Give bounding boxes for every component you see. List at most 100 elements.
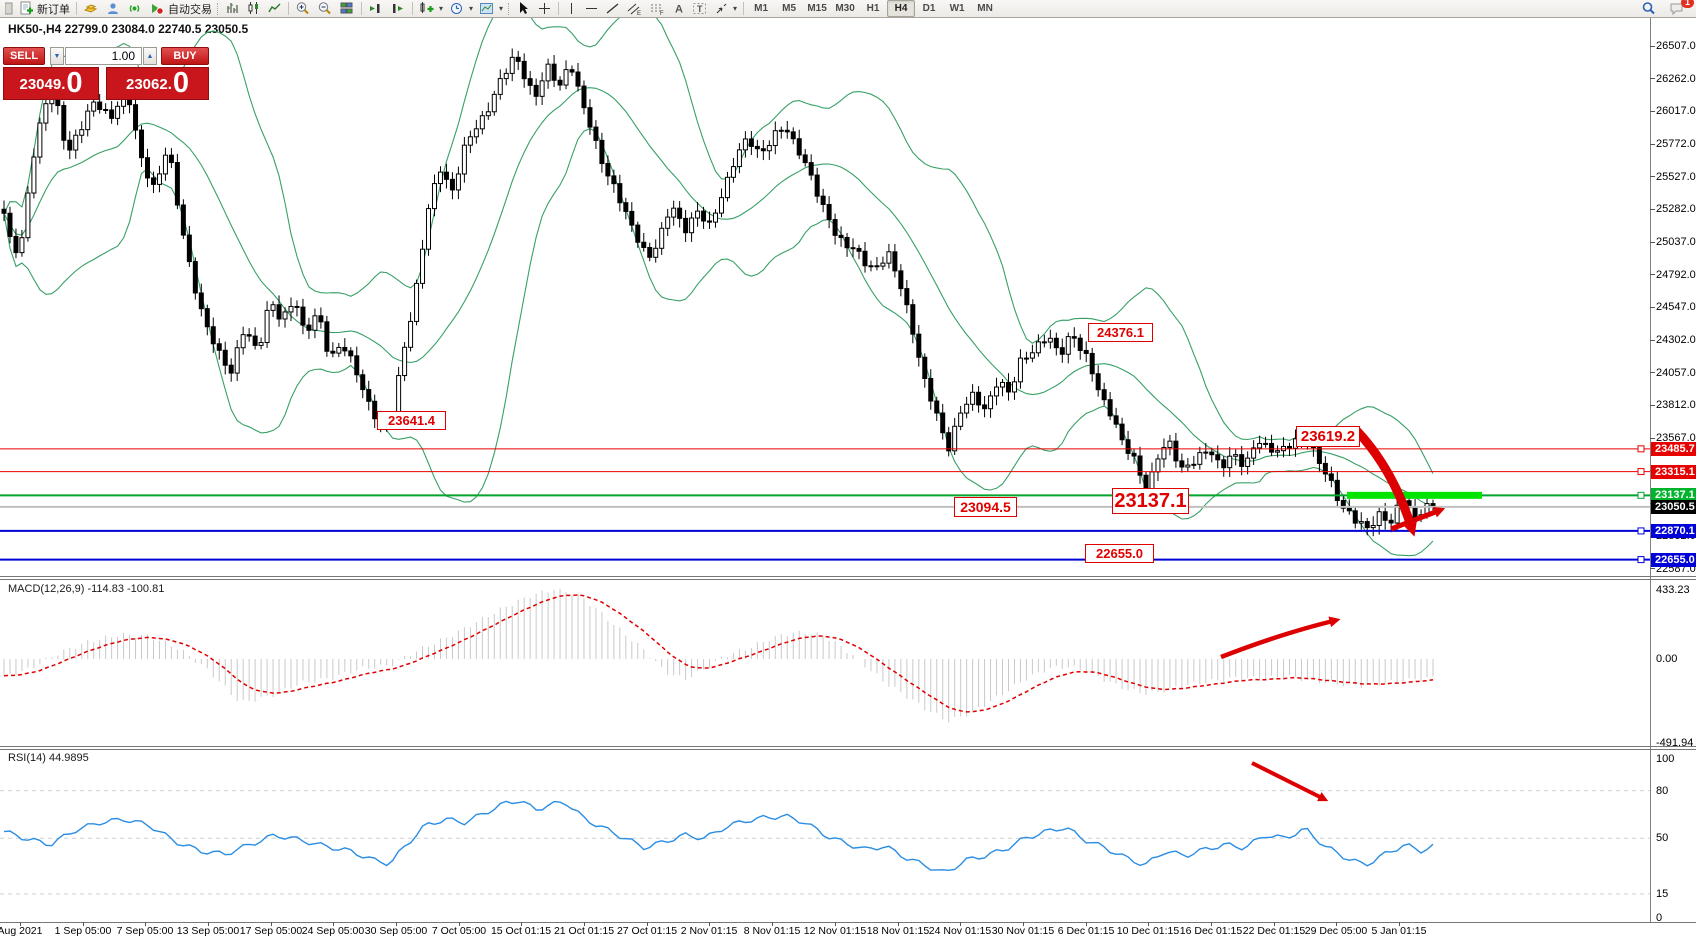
zoom-in-button[interactable]	[292, 1, 314, 17]
line-chart-button[interactable]	[264, 1, 285, 17]
price-tick: 25527.0	[1656, 171, 1696, 183]
panel-separator	[0, 749, 1696, 750]
text-tool-button[interactable]: A	[669, 1, 689, 17]
notifications-icon[interactable]: 1	[1666, 0, 1694, 17]
bar-chart-button[interactable]	[222, 1, 243, 17]
sell-button[interactable]: SELL	[3, 47, 45, 65]
timeframe-m5[interactable]: M5	[782, 3, 797, 14]
price-tick: 24057.0	[1656, 367, 1696, 379]
time-label: 30 Nov 01:15	[991, 925, 1055, 937]
auto-scroll-button[interactable]	[365, 1, 387, 17]
crosshair-tool-button[interactable]	[534, 1, 555, 17]
volume-decrease-button[interactable]: ▼	[50, 47, 64, 65]
new-order-icon	[19, 1, 34, 16]
timeframe-d1[interactable]: D1	[922, 3, 936, 14]
time-tick-mark	[1336, 922, 1337, 926]
horizontal-line-tool-button[interactable]	[581, 1, 602, 17]
zoom-out-button[interactable]	[314, 1, 336, 17]
buy-price-big-digit: 0	[172, 67, 190, 99]
price-tick-mark	[1650, 176, 1655, 177]
cursor-tool-button[interactable]	[513, 1, 534, 17]
main-chart-canvas[interactable]	[0, 18, 1650, 576]
timeframe-m15[interactable]: M15	[807, 3, 827, 14]
volume-input[interactable]	[65, 47, 142, 65]
panel-separator[interactable]	[0, 746, 1696, 747]
price-tag: 23315.1	[1651, 465, 1696, 479]
timeframe-h4[interactable]: H4	[887, 0, 916, 17]
price-annotation[interactable]: 23094.5	[954, 497, 1017, 517]
volume-increase-button[interactable]: ▲	[143, 47, 157, 65]
time-tick-mark	[83, 922, 84, 926]
fibonacci-tool-button[interactable]: F	[646, 1, 669, 17]
rsi-tick: 15	[1656, 888, 1669, 900]
arrows-tool-button[interactable]: ▾	[711, 1, 740, 17]
timeframe-w1[interactable]: W1	[949, 3, 965, 14]
autotrading-icon	[149, 1, 165, 16]
time-label: 24 Sep 05:00	[301, 925, 365, 937]
price-annotation[interactable]: 23619.2	[1296, 426, 1360, 447]
one-click-trading-panel: SELL ▼ ▲ BUY 23049. 0 23062. 0	[3, 47, 209, 100]
time-tick-mark	[1211, 922, 1212, 926]
price-tick: 24547.0	[1656, 301, 1696, 313]
community-icon[interactable]	[102, 1, 124, 17]
price-tick: 25282.0	[1656, 203, 1696, 215]
time-label: 27 Oct 01:15	[616, 925, 678, 937]
time-tick-mark	[1086, 922, 1087, 926]
price-annotation[interactable]: 24376.1	[1088, 323, 1153, 342]
panel-separator[interactable]	[0, 576, 1696, 577]
rsi-label: RSI(14) 44.9895	[8, 752, 89, 764]
time-tick-mark	[584, 922, 585, 926]
candlestick-button[interactable]	[243, 1, 264, 17]
time-label: 7 Oct 05:00	[431, 925, 487, 937]
time-label: 16 Dec 01:15	[1179, 925, 1243, 937]
signals-icon[interactable]	[124, 1, 146, 17]
templates-button[interactable]: ▾	[476, 1, 506, 17]
price-annotation[interactable]: 23641.4	[377, 411, 446, 430]
chart-shift-button[interactable]	[387, 1, 409, 17]
time-label: 5 Jan 01:15	[1371, 925, 1427, 937]
price-annotation[interactable]: 22655.0	[1085, 544, 1154, 563]
time-label: 29 Dec 05:00	[1304, 925, 1368, 937]
price-tick-mark	[1650, 46, 1655, 47]
toolbar-grip	[217, 2, 220, 15]
time-label: 8 Nov 01:15	[743, 925, 801, 937]
price-tick-mark	[1650, 568, 1655, 569]
macd-tick: 433.23	[1656, 584, 1690, 596]
vertical-line-tool-button[interactable]	[562, 1, 581, 17]
price-annotation[interactable]: 23137.1	[1112, 488, 1189, 514]
time-label: 13 Sep 05:00	[176, 925, 240, 937]
trendline-tool-button[interactable]	[602, 1, 623, 17]
autotrading-button[interactable]: 自动交易	[146, 1, 215, 17]
indicators-icon	[419, 1, 435, 16]
timeframe-mn[interactable]: MN	[977, 3, 993, 14]
tile-windows-button[interactable]	[336, 1, 358, 17]
price-tick: 24302.0	[1656, 334, 1696, 346]
rsi-tick: 100	[1656, 753, 1675, 765]
toolbar: 新订单 自动交易 ▾ ▾ ▾ E F A T ▾	[0, 0, 1696, 18]
time-label: 7 Sep 05:00	[116, 925, 174, 937]
price-tick-mark	[1650, 340, 1655, 341]
periods-button[interactable]: ▾	[446, 1, 476, 17]
rsi-canvas[interactable]	[0, 749, 1650, 922]
channel-tool-button[interactable]: E	[623, 1, 646, 17]
rsi-tick: 80	[1656, 785, 1669, 797]
new-order-button[interactable]: 新订单	[16, 1, 73, 17]
sell-price-display[interactable]: 23049. 0	[3, 67, 99, 100]
svg-text:A: A	[675, 4, 683, 16]
search-icon[interactable]	[1638, 1, 1660, 17]
buy-button[interactable]: BUY	[161, 47, 209, 65]
buy-price-display[interactable]: 23062. 0	[106, 67, 209, 100]
clipped-edge-icon[interactable]	[2, 1, 16, 17]
macd-canvas[interactable]	[0, 580, 1650, 746]
timeframe-h1[interactable]: H1	[866, 3, 880, 14]
timeframe-m1[interactable]: M1	[754, 3, 769, 14]
chevron-down-icon: ▾	[439, 4, 444, 13]
text-label-tool-button[interactable]: T	[689, 1, 711, 17]
timeframe-m30[interactable]: M30	[835, 3, 855, 14]
panel-separator	[0, 579, 1696, 580]
market-depth-icon[interactable]	[80, 1, 102, 17]
rsi-tick: 0	[1656, 912, 1663, 924]
separator	[361, 2, 362, 15]
indicators-button[interactable]: ▾	[416, 1, 446, 17]
